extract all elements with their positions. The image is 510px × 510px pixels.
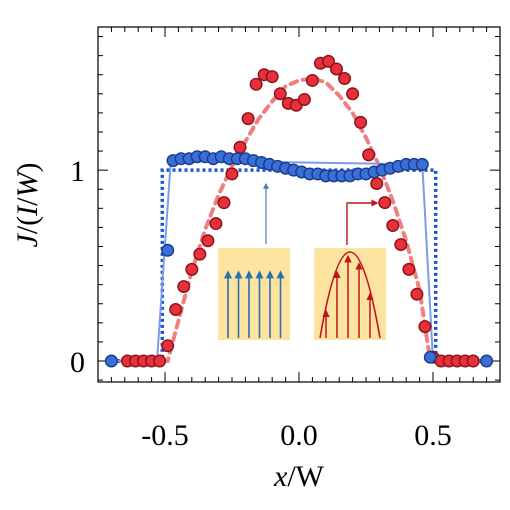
red-data-point: [241, 112, 255, 126]
x-tick-label: -0.5: [141, 419, 189, 452]
current-schematic-inset: [218, 182, 386, 340]
x-tick-label: 0.5: [414, 419, 452, 452]
blue-data-point: [104, 354, 118, 368]
red-data-point: [273, 87, 287, 101]
red-data-point: [321, 54, 335, 68]
y-axis-label-open: /(: [11, 216, 44, 234]
uniform-current-panel: [218, 248, 290, 340]
red-data-point: [249, 77, 263, 91]
x-axis-label: x/W: [273, 460, 325, 493]
red-data-point: [330, 62, 344, 76]
red-data-point: [466, 354, 480, 368]
red-data-point: [370, 177, 384, 191]
blue-connecting-line: [111, 159, 487, 362]
red-data-point: [346, 87, 360, 101]
red-data-point: [233, 140, 247, 154]
blue-data-point: [423, 350, 437, 364]
y-tick-label: 1: [70, 155, 85, 188]
red-data-point: [265, 70, 279, 84]
red-data-point: [193, 247, 207, 261]
x-axis-label-italic: x: [273, 460, 288, 493]
x-tick-label: 0.0: [280, 419, 318, 452]
red-data-point: [305, 73, 319, 87]
tick-labels: -0.5 0.0 0.5 0 1: [70, 155, 452, 452]
red-data-point: [169, 302, 183, 316]
red-data-point: [386, 218, 400, 232]
minor-ticks: [98, 27, 500, 382]
y-axis-label-slash: /: [11, 197, 44, 206]
blue-data-point: [161, 243, 175, 257]
y-axis-label-close: ): [11, 163, 44, 173]
blue-data-point: [415, 157, 429, 171]
red-data-point: [185, 262, 199, 276]
y-axis-label: J/(I/W): [11, 163, 44, 248]
parabolic-annotation-arrow: [346, 199, 379, 245]
red-data-point: [362, 148, 376, 162]
red-data-point: [153, 354, 167, 368]
blue-data-point: [480, 354, 494, 368]
y-axis-label-i: I: [11, 204, 44, 217]
red-data-point: [378, 196, 392, 210]
red-data-point: [209, 217, 223, 231]
red-data-point: [225, 167, 239, 181]
parabolic-envelope: [319, 251, 381, 339]
red-data-point: [201, 234, 215, 248]
red-data-point: [161, 339, 175, 353]
data-markers: [104, 54, 494, 368]
red-data-point: [354, 115, 368, 129]
y-axis-label-w: W: [11, 170, 44, 198]
red-fit-curve: [109, 76, 489, 363]
red-data-point: [410, 287, 424, 301]
parabolic-current-panel: [314, 248, 386, 340]
red-data-point: [217, 196, 231, 210]
connecting-lines: [111, 159, 487, 362]
red-data-point: [418, 320, 432, 334]
red-data-point: [177, 280, 191, 294]
red-data-point: [402, 262, 416, 276]
red-data-point: [394, 238, 408, 252]
x-axis-label-rest: /W: [287, 460, 324, 493]
red-data-point: [338, 72, 352, 86]
y-axis-label-j: J: [11, 233, 44, 248]
red-data-point: [297, 93, 311, 107]
y-tick-label: 0: [70, 346, 85, 379]
